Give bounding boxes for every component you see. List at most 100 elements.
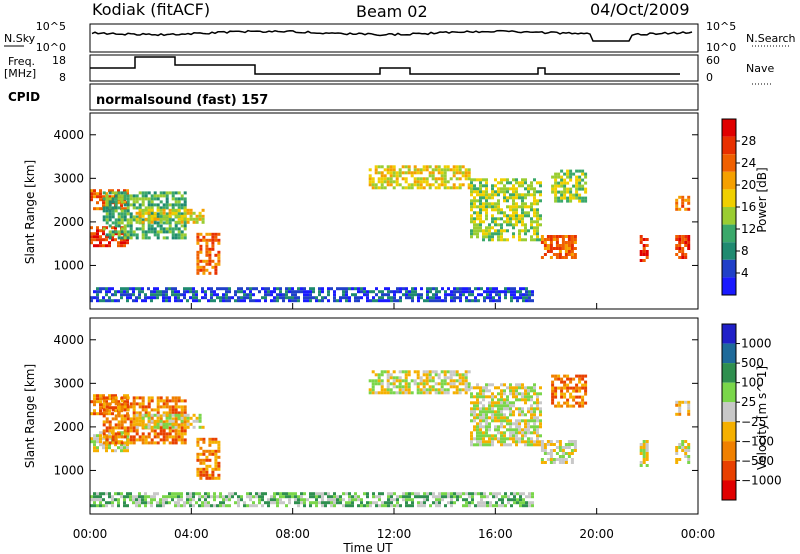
power-colorbar-segment: [722, 207, 736, 225]
x-axis-ticks: 00:00 04:00 08:00 12:00 16:00 20:00 00:00: [73, 303, 716, 541]
velocity-colorbar-segment: [722, 363, 736, 383]
velocity-y-label: Slant Range [km]: [23, 364, 37, 468]
power-colorbar-tick-label: 8: [741, 244, 749, 258]
velocity-colorbar-segment: [722, 460, 736, 481]
velocity-echo-region: [196, 437, 221, 480]
power-echo-region: [90, 287, 534, 303]
velocity-colorbar-segment: [722, 324, 736, 344]
freq-right-tick-top: 60: [706, 54, 720, 67]
noise-trace: [91, 29, 693, 42]
velocity-echo-region: [551, 374, 588, 408]
power-echo-region: [135, 208, 205, 224]
velocity-colorbar-frame: [721, 323, 737, 501]
power-echo-region: [551, 169, 588, 203]
power-echo-region: [639, 235, 649, 262]
velocity-colorbar-label: Velocity [m s^-1]: [755, 366, 769, 470]
velocity-y-tick-label: 4000: [53, 333, 84, 347]
noise-left-tick-bottom: 10^0: [36, 41, 66, 54]
velocity-colorbar-tick-label: −25: [741, 415, 766, 429]
velocity-colorbar-tick-label: 500: [741, 356, 764, 370]
velocity-echo-region: [540, 440, 577, 464]
date-title: 04/Oct/2009: [590, 0, 690, 19]
x-tick-label: 04:00: [174, 527, 209, 541]
velocity-y-tick-label: 1000: [53, 463, 84, 477]
power-colorbar-segment: [722, 259, 736, 278]
velocity-colorbar-segment: [722, 480, 736, 500]
noise-panel-frame: [89, 23, 699, 53]
x-axis-label: Time UT: [342, 541, 393, 554]
power-y-tick-label: 3000: [53, 171, 84, 185]
power-colorbar-segment: [722, 277, 736, 295]
power-echo-region: [675, 195, 691, 211]
power-colorbar-segment: [722, 189, 736, 207]
power-y-label: Slant Range [km]: [23, 160, 37, 264]
noise-right-tick-bottom: 10^0: [706, 41, 736, 54]
power-echo-region: [90, 226, 129, 248]
cpid-text: normalsound (fast) 157: [96, 93, 268, 108]
power-colorbar-segment: [722, 154, 736, 172]
velocity-heatmap: [90, 370, 691, 508]
beam-title: Beam 02: [356, 2, 428, 21]
power-echo-region: [675, 235, 691, 259]
velocity-echo-region: [675, 440, 691, 464]
power-colorbar-label: Power [dB]: [755, 167, 769, 232]
velocity-colorbar-segment: [722, 441, 736, 461]
power-echo-region: [540, 235, 577, 259]
velocity-echo-region: [135, 413, 205, 429]
power-heatmap: [90, 165, 691, 303]
velocity-colorbar-tick-label: 1000: [741, 337, 772, 351]
cpid-panel-frame: [89, 83, 699, 111]
power-y-tick-label: 4000: [53, 128, 84, 142]
power-y-tick-label: 2000: [53, 215, 84, 229]
velocity-colorbar-segment: [722, 343, 736, 364]
velocity-echo-region: [675, 400, 691, 416]
noise-right-tick-top: 10^5: [706, 20, 736, 33]
x-tick-label: 00:00: [73, 527, 108, 541]
freq-left-tick-bottom: 8: [59, 71, 66, 84]
velocity-echo-region: [368, 370, 471, 395]
freq-label-line2: [MHz]: [4, 67, 36, 80]
velocity-echo-region: [470, 383, 542, 447]
power-colorbar: 4 8 12 16 20 24 28: [721, 118, 756, 296]
power-colorbar-segment: [722, 242, 736, 260]
velocity-colorbar-tick-label: −500: [741, 454, 774, 468]
x-tick-label: 08:00: [275, 527, 310, 541]
power-colorbar-tick-label: 20: [741, 178, 756, 192]
freq-right-tick-bottom: 0: [706, 71, 713, 84]
velocity-colorbar: 1000 500 100 25 −25 −100 −500 −1000: [721, 323, 782, 501]
velocity-colorbar-tick-label: −100: [741, 434, 774, 448]
power-colorbar-tick-label: 16: [741, 200, 756, 214]
power-echo-region: [102, 191, 187, 240]
velocity-colorbar-tick-label: 25: [741, 395, 756, 409]
velocity-colorbar-tick-label: 100: [741, 376, 764, 390]
noise-left-tick-top: 10^5: [36, 20, 66, 33]
power-colorbar-tick-label: 28: [741, 134, 756, 148]
velocity-colorbar-tick-label: −1000: [741, 473, 782, 487]
velocity-echo-region: [639, 440, 649, 467]
power-echo-region: [196, 232, 221, 275]
velocity-y-tick-label: 2000: [53, 420, 84, 434]
power-colorbar-tick-label: 12: [741, 222, 756, 236]
velocity-y-tick-label: 3000: [53, 376, 84, 390]
velocity-colorbar-segment: [722, 421, 736, 442]
power-panel-frame: [89, 112, 699, 310]
power-y-tick-label: 1000: [53, 258, 84, 272]
nsearch-label: N.Search: [746, 32, 796, 45]
power-colorbar-segment: [722, 119, 736, 137]
power-colorbar-tick-label: 24: [741, 156, 756, 170]
freq-left-tick-top: 18: [52, 54, 66, 67]
velocity-echo-region: [90, 492, 534, 508]
power-colorbar-tick-label: 4: [741, 266, 749, 280]
power-colorbar-segment: [722, 224, 736, 243]
x-tick-label: 20:00: [579, 527, 614, 541]
cpid-label: CPID: [8, 90, 40, 104]
station-title: Kodiak (fitACF): [92, 0, 210, 19]
x-tick-label: 00:00: [681, 527, 716, 541]
nave-label: Nave: [746, 62, 774, 75]
power-colorbar-segment: [722, 136, 736, 155]
x-tick-label: 16:00: [478, 527, 513, 541]
velocity-colorbar-segment: [722, 402, 736, 422]
freq-label-line1: Freq.: [8, 55, 35, 68]
nsky-label: N.Sky: [4, 32, 36, 45]
